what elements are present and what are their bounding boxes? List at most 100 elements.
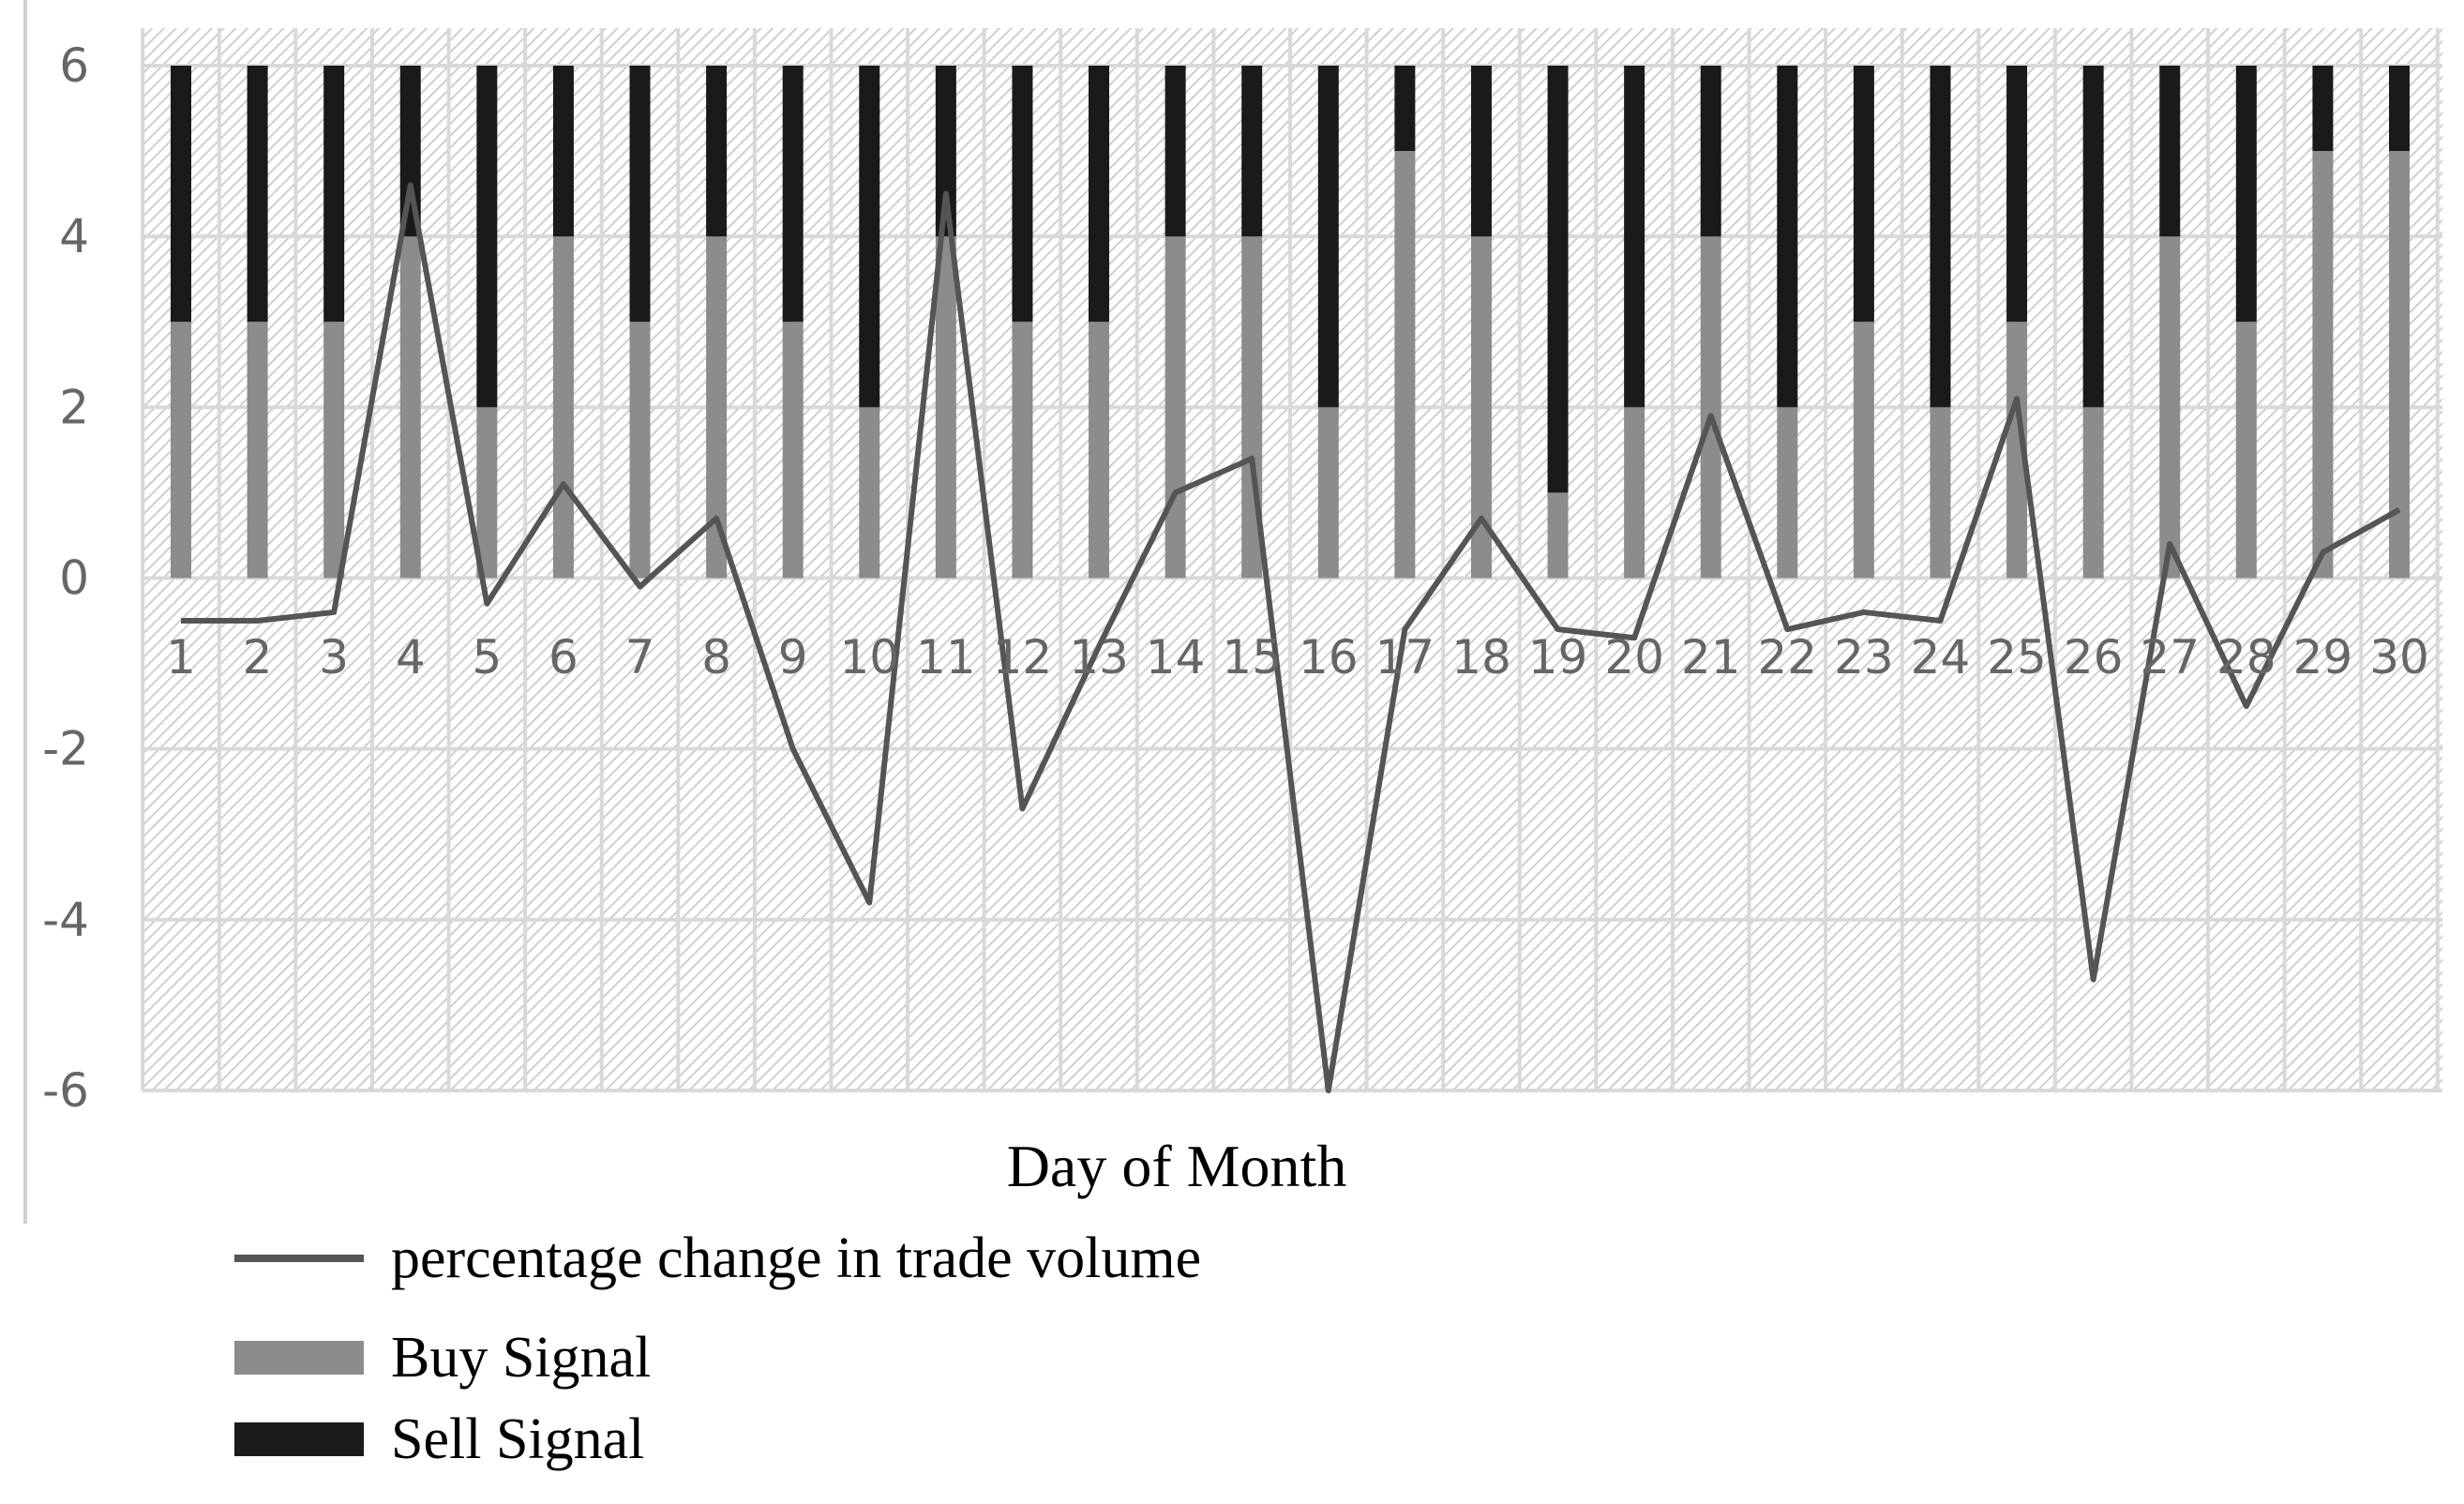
x-tick-label: 26 [2064, 630, 2124, 684]
legend-label: percentage change in trade volume [391, 1226, 1201, 1290]
x-tick-label: 28 [2216, 630, 2276, 684]
x-tick-label: 2 [243, 630, 273, 684]
sell-signal-bar [1164, 66, 1186, 237]
sell-signal-bar [1624, 66, 1645, 408]
x-tick-label: 6 [548, 630, 578, 684]
sell-signal-bar [782, 66, 804, 323]
buy-signal-bar [1012, 322, 1033, 579]
x-tick-label: 5 [472, 630, 502, 684]
sell-signal-bar [1089, 66, 1110, 323]
legend-label: Sell Signal [391, 1407, 644, 1471]
buy-signal-bar [1394, 151, 1416, 579]
buy-signal-bar [2082, 407, 2104, 579]
buy-signal-bar [782, 322, 804, 579]
buy-signal-bar [1164, 236, 1186, 579]
buy-signal-bar [1470, 236, 1492, 579]
buy-signal-bar [1853, 322, 1874, 579]
sell-signal-bar [2312, 66, 2334, 152]
sell-signal-bar [2006, 66, 2028, 323]
sell-signal-bar [706, 66, 728, 237]
buy-signal-bar [2235, 322, 2257, 579]
x-tick-label: 29 [2293, 630, 2353, 684]
y-axis: -6 -4 -2 0 2 4 6 [42, 38, 89, 1118]
sell-signal-bar [2159, 66, 2181, 237]
x-tick-label: 13 [1069, 630, 1129, 684]
line-layer [181, 182, 2401, 1093]
sell-signal-bar [1394, 66, 1416, 152]
buy-signal-bar [629, 322, 651, 579]
sell-signal-bar [1700, 66, 1721, 237]
sell-signal-bar [323, 66, 345, 323]
x-tick-label: 19 [1528, 630, 1588, 684]
x-tick-label: 30 [2369, 630, 2429, 684]
y-tick-label: 2 [59, 380, 89, 434]
x-tick-label: 23 [1834, 630, 1894, 684]
y-tick-label: 0 [59, 551, 89, 606]
x-tick-label: 9 [778, 630, 808, 684]
sell-signal-bar [2389, 66, 2410, 152]
sell-signal-bar [935, 66, 956, 237]
x-tick-label: 16 [1299, 630, 1359, 684]
sell-signal-bar [1853, 66, 1874, 323]
x-axis-title: Day of Month [1007, 1133, 1347, 1199]
x-tick-label: 3 [319, 630, 349, 684]
buy-signal-bar [323, 322, 345, 579]
legend-label: Buy Signal [391, 1326, 651, 1390]
x-tick-label: 14 [1146, 630, 1206, 684]
buy-signal-bar [1089, 322, 1110, 579]
x-tick-label: 27 [2140, 630, 2200, 684]
grid [141, 28, 2442, 1092]
x-tick-label: 8 [701, 630, 731, 684]
trade-volume-line [181, 182, 2401, 1093]
sell-signal-bar [2082, 66, 2104, 408]
x-tick-label: 4 [396, 630, 426, 684]
buy-signal-bar [2389, 151, 2410, 579]
sell-signal-bar [1241, 66, 1263, 237]
buy-signal-bar [1547, 492, 1569, 579]
y-tick-label: -4 [42, 893, 89, 947]
buy-signal-bar [1624, 407, 1645, 579]
x-tick-label: 10 [839, 630, 899, 684]
x-tick-label: 24 [1911, 630, 1971, 684]
buy-signal-bar [2006, 322, 2028, 579]
buy-signal-bar [2312, 151, 2334, 579]
x-tick-label: 1 [166, 630, 196, 684]
sell-signal-bar [552, 66, 574, 237]
sell-signal-bar [859, 66, 880, 408]
x-tick-label: 20 [1604, 630, 1664, 684]
x-tick-label: 15 [1222, 630, 1282, 684]
x-axis: 1 2 3 4 5 6 7 8 9 10 11 12 13 14 15 16 17 18 19 20 21 22 23 24 2… [166, 630, 2429, 684]
legend-swatch-bar [234, 1422, 364, 1456]
y-tick-label: 6 [59, 38, 89, 93]
sell-signal-bar [629, 66, 651, 323]
y-tick-label: -6 [42, 1063, 89, 1118]
x-tick-label: 21 [1681, 630, 1741, 684]
x-tick-label: 12 [993, 630, 1053, 684]
legend-swatch-bar [234, 1341, 364, 1375]
sell-signal-bar [2235, 66, 2257, 323]
buy-signal-bar [706, 236, 728, 579]
sell-signal-bar [1547, 66, 1569, 493]
buy-signal-bar [476, 407, 498, 579]
sell-signal-bar [247, 66, 268, 323]
sell-signal-bar [1470, 66, 1492, 237]
buy-signal-bar [399, 236, 421, 579]
x-tick-label: 11 [916, 630, 976, 684]
sell-signal-bar [1930, 66, 1951, 408]
buy-signal-bar [859, 407, 880, 579]
sell-signal-bar [476, 66, 498, 408]
y-tick-label: -2 [42, 722, 89, 776]
sell-signal-bar [171, 66, 191, 323]
buy-signal-bar [1700, 236, 1721, 579]
buy-signal-bar [1930, 407, 1951, 579]
buy-signal-bar [171, 322, 191, 579]
x-tick-label: 22 [1757, 630, 1817, 684]
x-tick-label: 7 [625, 630, 655, 684]
sell-signal-bar [1012, 66, 1033, 323]
sell-signal-bar [1317, 66, 1339, 408]
buy-signal-bar [247, 322, 268, 579]
sell-signal-bar [1777, 66, 1798, 408]
x-tick-label: 25 [1987, 630, 2047, 684]
y-tick-label: 4 [59, 209, 89, 263]
